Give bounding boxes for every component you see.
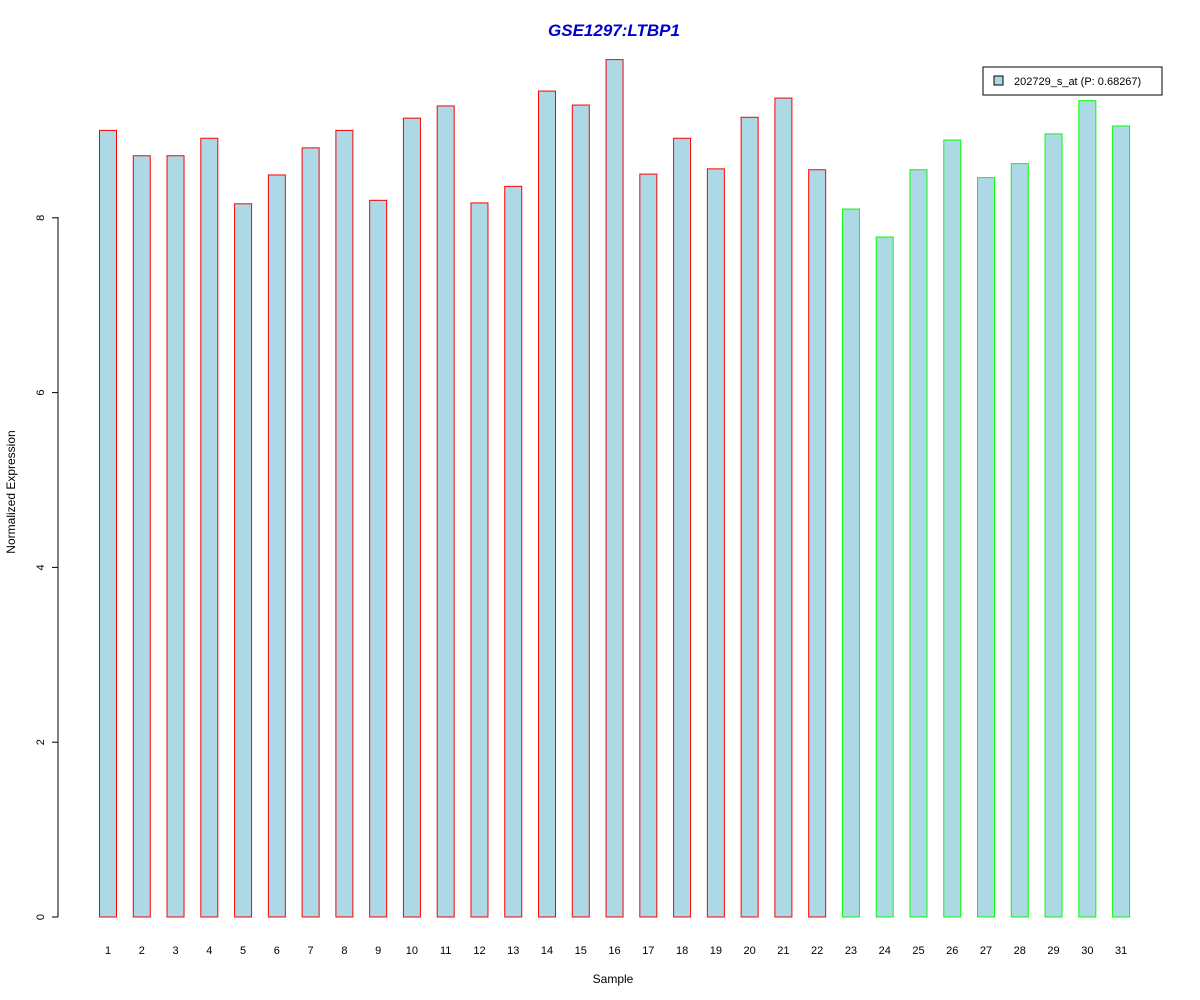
bar-sample-3 xyxy=(166,155,185,918)
bar-sample-10 xyxy=(402,117,421,918)
x-tick-label: 21 xyxy=(777,945,789,957)
legend-swatch xyxy=(993,75,1004,86)
bar-sample-23 xyxy=(841,208,860,918)
bar-sample-30 xyxy=(1078,100,1097,918)
x-tick-label: 4 xyxy=(206,945,212,957)
x-tick-label: 14 xyxy=(541,945,553,957)
bar-sample-26 xyxy=(943,139,962,918)
x-tick-label: 17 xyxy=(642,945,654,957)
legend: 202729_s_at (P: 0.68267) xyxy=(982,66,1163,96)
bar-sample-14 xyxy=(538,90,557,918)
bar-sample-18 xyxy=(673,137,692,918)
x-tick-label: 2 xyxy=(139,945,145,957)
y-tick-label: 2 xyxy=(35,739,47,745)
x-tick-label: 22 xyxy=(811,945,823,957)
x-tick-label: 13 xyxy=(507,945,519,957)
bars xyxy=(99,59,1131,918)
bar-sample-7 xyxy=(301,147,320,918)
bar-sample-24 xyxy=(875,236,894,918)
x-tick-label: 12 xyxy=(473,945,485,957)
y-axis-title: Normalized Expression xyxy=(4,430,18,553)
x-tick-label: 24 xyxy=(879,945,891,957)
x-tick-label: 27 xyxy=(980,945,992,957)
legend-label: 202729_s_at (P: 0.68267) xyxy=(1014,76,1141,88)
bar-sample-8 xyxy=(335,129,354,918)
x-tick-label: 25 xyxy=(912,945,924,957)
x-tick-label: 19 xyxy=(710,945,722,957)
bar-sample-29 xyxy=(1044,133,1063,918)
bar-sample-17 xyxy=(639,173,658,918)
bar-sample-12 xyxy=(470,202,489,918)
x-tick-labels: 1 2 3 4 5 6 7 8 9 10 11 12 13 14 15 16 17 18 19 20 21 22 23 24 2… xyxy=(105,945,1127,957)
x-tick-label: 16 xyxy=(608,945,620,957)
legend-box xyxy=(982,66,1163,96)
x-axis-title: Sample xyxy=(593,972,634,986)
x-tick-label: 8 xyxy=(341,945,347,957)
bar-sample-22 xyxy=(808,169,827,918)
y-tick-label: 4 xyxy=(35,564,47,570)
bar-sample-15 xyxy=(571,104,590,918)
bar-sample-11 xyxy=(436,105,455,918)
x-tick-label: 3 xyxy=(172,945,178,957)
bar-sample-19 xyxy=(706,168,725,918)
bar-sample-13 xyxy=(504,185,523,918)
y-tick-label: 6 xyxy=(35,390,47,396)
bar-sample-2 xyxy=(132,155,151,918)
x-tick-label: 28 xyxy=(1014,945,1026,957)
y-tick-label: 0 xyxy=(35,914,47,920)
x-tick-label: 29 xyxy=(1047,945,1059,957)
x-tick-label: 9 xyxy=(375,945,381,957)
bar-sample-6 xyxy=(267,174,286,918)
x-tick-label: 26 xyxy=(946,945,958,957)
x-tick-label: 20 xyxy=(744,945,756,957)
y-tick-label: 8 xyxy=(35,215,47,221)
bar-sample-16 xyxy=(605,59,624,918)
x-tick-label: 30 xyxy=(1081,945,1093,957)
x-tick-label: 11 xyxy=(440,945,451,957)
x-tick-label: 23 xyxy=(845,945,857,957)
x-tick-label: 7 xyxy=(308,945,314,957)
x-tick-label: 5 xyxy=(240,945,246,957)
bar-sample-5 xyxy=(234,203,253,918)
x-tick-label: 10 xyxy=(406,945,418,957)
bar-sample-25 xyxy=(909,169,928,918)
x-tick-label: 15 xyxy=(575,945,587,957)
bar-sample-20 xyxy=(740,116,759,918)
x-tick-label: 1 xyxy=(105,945,111,957)
y-axis: 0 2 4 6 8 xyxy=(35,215,59,920)
chart-title: GSE1297:LTBP1 xyxy=(548,21,680,40)
bar-sample-1 xyxy=(99,129,117,918)
bar-sample-21 xyxy=(774,97,793,918)
bar-sample-9 xyxy=(369,199,388,918)
bar-sample-31 xyxy=(1112,125,1131,918)
x-tick-label: 18 xyxy=(676,945,688,957)
x-tick-label: 6 xyxy=(274,945,280,957)
bar-sample-28 xyxy=(1010,163,1029,918)
x-tick-label: 31 xyxy=(1115,945,1127,957)
bar-sample-4 xyxy=(200,137,219,918)
bar-sample-27 xyxy=(977,177,996,918)
